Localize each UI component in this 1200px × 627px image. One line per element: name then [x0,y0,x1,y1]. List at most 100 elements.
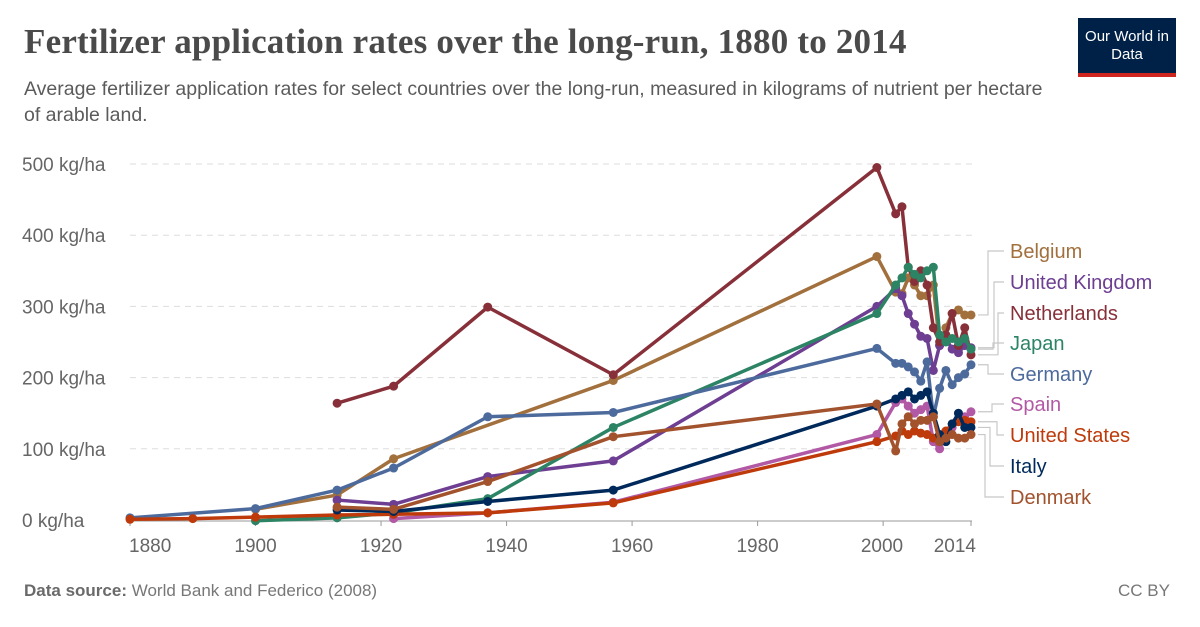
data-point [935,330,945,340]
x-tick-label: 1920 [360,536,402,557]
data-point [928,365,938,375]
data-point [928,412,938,422]
data-point [389,381,399,391]
data-point [935,444,945,454]
data-source-label: Data source: [24,581,127,600]
data-point [953,348,963,358]
data-point [922,357,932,367]
label-connector [978,364,1004,375]
data-point [935,383,945,393]
data-source-text[interactable]: World Bank and Federico (2008) [131,581,378,600]
chart-subtitle: Average fertilizer application rates for… [24,78,1043,126]
data-point [922,280,932,290]
label-connector [978,426,1004,467]
data-point [922,333,932,343]
data-point [483,508,493,518]
data-point [960,323,970,333]
series-label[interactable]: Italy [1010,456,1047,478]
data-point [872,437,882,447]
data-point [251,504,261,514]
data-point [903,309,913,319]
data-point [903,262,913,272]
label-connector [978,403,1004,413]
data-point [483,496,493,506]
label-connector [978,312,1004,356]
x-tick-label: 2014 [934,536,977,557]
data-point [389,504,399,514]
chart-title: Fertilizer application rates over the lo… [24,22,907,61]
y-tick-label: 300 kg/ha [22,297,106,318]
data-point [332,485,342,495]
series-label[interactable]: Belgium [1010,241,1082,263]
data-point [608,456,618,466]
data-point [960,369,970,379]
data-point [947,419,957,429]
data-point [910,319,920,329]
series-label[interactable]: Spain [1010,394,1061,416]
x-tick-label: 1960 [611,536,653,557]
data-source: Data source: World Bank and Federico (20… [24,581,377,601]
data-point [332,495,342,505]
logo-bar [1078,73,1176,77]
data-point [251,512,261,522]
data-point [947,309,957,319]
data-point [960,422,970,432]
logo-text: Our World in Data [1085,28,1169,63]
data-point [608,370,618,380]
data-point [960,310,970,320]
data-point [872,252,882,262]
series-label[interactable]: Japan [1010,333,1065,355]
y-tick-label: 0 kg/ha [22,511,85,532]
series-line-united-kingdom [336,286,972,507]
data-point [960,333,970,343]
label-connector [978,421,1004,436]
data-point [966,422,976,432]
series-label[interactable]: Denmark [1010,487,1092,509]
x-tick-label: 1900 [234,536,276,557]
data-point [922,387,932,397]
data-point [389,454,399,464]
data-point [332,502,342,512]
data-point [897,273,907,283]
x-tick-label: 1880 [129,536,171,557]
data-point [872,430,882,440]
label-connector [978,342,1004,350]
data-point [966,344,976,354]
data-point [903,401,913,411]
label-connector [978,433,1004,498]
series-label[interactable]: United Kingdom [1010,272,1152,294]
series-line-netherlands [336,165,973,405]
series-line-germany [129,346,973,520]
series-label[interactable]: Netherlands [1010,303,1118,325]
y-tick-label: 100 kg/ha [22,440,106,461]
data-point [125,514,135,524]
series-label[interactable]: Germany [1010,364,1092,386]
data-point [928,323,938,333]
data-point [947,380,957,390]
data-point [897,419,907,429]
data-point [916,273,926,283]
data-point [188,514,198,524]
data-point [897,291,907,301]
y-tick-label: 400 kg/ha [22,226,106,247]
data-point [891,446,901,456]
data-point [872,163,882,173]
owid-logo[interactable]: Our World in Data [1078,18,1176,77]
data-point [916,291,926,301]
data-point [872,343,882,353]
data-point [891,358,901,368]
data-point [966,360,976,370]
series-label[interactable]: United States [1010,425,1130,447]
data-point [608,422,618,432]
license[interactable]: CC BY [1118,581,1170,600]
data-point [953,408,963,418]
data-point [966,430,976,440]
data-point [916,376,926,386]
data-point [941,365,951,375]
data-point [483,302,493,312]
data-point [608,432,618,442]
y-tick-label: 500 kg/ha [22,155,106,176]
y-tick-label: 200 kg/ha [22,369,106,390]
data-point [903,387,913,397]
